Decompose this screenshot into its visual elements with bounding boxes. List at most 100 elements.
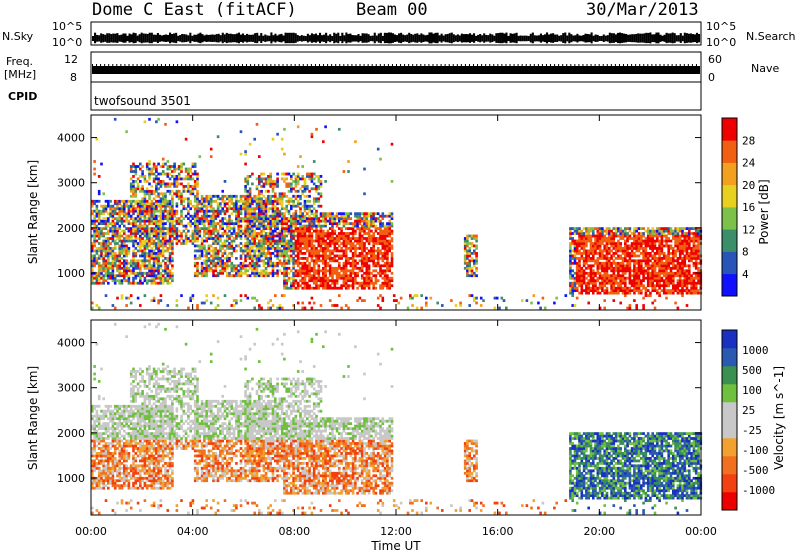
echo-cell: [136, 274, 140, 278]
echo-cell: [141, 261, 144, 265]
echo-cell: [191, 242, 195, 245]
echo-cell: [244, 271, 247, 275]
nave-tick-mark: [351, 64, 353, 66]
echo-cell: [212, 269, 215, 273]
echo-cell: [152, 259, 156, 263]
echo-cell: [306, 281, 309, 285]
echo-cell: [619, 301, 622, 305]
echo-cell: [285, 229, 288, 233]
echo-cell: [340, 247, 343, 250]
echo-cell: [244, 187, 247, 191]
sky-noise-bar: [562, 33, 565, 43]
echo-cell: [463, 257, 467, 260]
echo-cell: [283, 274, 286, 278]
echo-cell: [379, 239, 382, 243]
echo-cell: [175, 180, 179, 183]
echo-cell: [182, 197, 186, 201]
echo-cell: [580, 257, 584, 260]
echo-cell: [118, 271, 121, 275]
echo-cell: [136, 261, 140, 265]
echo-cell: [193, 209, 197, 213]
echo-cell: [143, 177, 147, 181]
echo-cell: [285, 217, 288, 220]
echo-cell: [171, 271, 174, 275]
echo-cell: [150, 299, 154, 302]
echo-cell: [351, 244, 355, 248]
echo-cell: [251, 197, 254, 201]
echo-cell: [205, 269, 208, 273]
echo-cell: [123, 224, 126, 228]
echo-cell: [95, 261, 99, 265]
echo-cell: [95, 212, 99, 216]
echo-cell: [239, 242, 243, 245]
echo-cell: [306, 212, 309, 216]
echo-cell: [207, 197, 211, 201]
echo-cell: [301, 281, 304, 285]
echo-cell: [116, 274, 119, 278]
echo-cell: [601, 257, 604, 260]
echo-cell: [232, 204, 236, 208]
echo-cell: [612, 276, 616, 280]
echo-cell: [349, 239, 353, 243]
echo-cell: [239, 261, 243, 265]
echo-cell: [228, 197, 231, 201]
echo-cell: [214, 266, 218, 270]
echo-cell: [93, 214, 96, 218]
echo-cell: [603, 291, 606, 295]
echo-cell: [102, 254, 105, 258]
echo-cell: [285, 204, 288, 208]
echo-cell: [386, 227, 389, 230]
echo-cell: [603, 254, 606, 258]
echo-cell: [592, 264, 595, 268]
echo-cell: [148, 117, 151, 121]
echo-cell: [614, 234, 618, 238]
echo-cell: [312, 254, 316, 258]
echo-cell: [388, 279, 391, 283]
sky-noise-bar: [312, 34, 316, 43]
echo-cell: [107, 232, 110, 235]
echo-cell: [200, 214, 204, 218]
echo-cell: [370, 229, 373, 233]
echo-cell: [113, 264, 117, 268]
echo-cell: [166, 189, 170, 193]
echo-cell: [619, 229, 622, 233]
echo-cell: [209, 219, 213, 223]
echo-cell: [251, 257, 254, 260]
echo-cell: [617, 257, 620, 260]
echo-cell: [148, 227, 151, 230]
echo-cell: [594, 281, 597, 285]
sky-noise-bar: [331, 35, 334, 42]
echo-cell: [356, 274, 359, 278]
echo-cell: [196, 232, 199, 235]
echo-cell: [363, 284, 366, 288]
echo-cell: [598, 284, 602, 288]
echo-cell: [333, 266, 337, 270]
echo-cell: [161, 281, 165, 285]
echo-cell: [223, 269, 227, 273]
echo-cell: [624, 239, 627, 243]
echo-cell: [248, 142, 252, 146]
echo-cell: [269, 254, 272, 258]
echo-cell: [621, 274, 625, 278]
echo-cell: [468, 242, 471, 245]
echo-cell: [388, 212, 391, 216]
echo-cell: [235, 219, 238, 223]
echo-cell: [205, 199, 208, 203]
echo-cell: [283, 281, 286, 285]
echo-cell: [187, 175, 190, 178]
echo-cell: [342, 219, 346, 223]
echo-cell: [315, 286, 318, 290]
echo-cell: [175, 202, 179, 206]
echo-cell: [244, 227, 247, 230]
echo-cell: [132, 234, 135, 238]
echo-cell: [134, 172, 138, 176]
echo-cell: [260, 214, 263, 218]
echo-cell: [349, 257, 353, 260]
echo-cell: [278, 202, 282, 206]
sky-noise-bar: [529, 33, 532, 43]
echo-cell: [299, 266, 302, 270]
sky-noise-bar: [671, 32, 674, 44]
echo-cell: [260, 204, 263, 208]
echo-cell: [109, 204, 112, 208]
echo-cell: [182, 207, 186, 211]
